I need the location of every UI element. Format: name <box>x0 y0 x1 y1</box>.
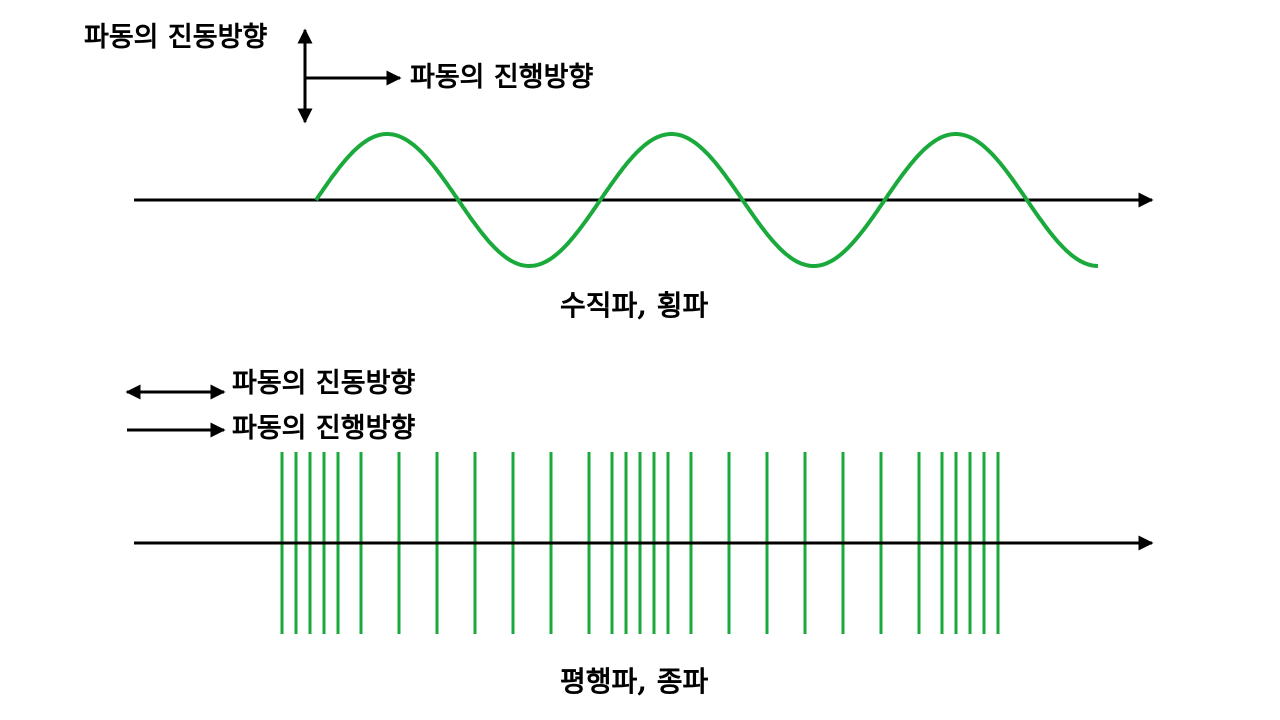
longitudinal-wave-section <box>125 384 1154 634</box>
longitudinal-vibration-label: 파동의 진동방향 <box>232 368 416 399</box>
transverse-wave-curve <box>314 132 1099 269</box>
transverse-propagation-label: 파동의 진행방향 <box>410 62 594 93</box>
longitudinal-propagation-label: 파동의 진행방향 <box>232 413 416 444</box>
longitudinal-caption: 평행파, 종파 <box>560 665 709 698</box>
transverse-vibration-label: 파동의 진동방향 <box>84 22 268 53</box>
transverse-wave-section <box>134 28 1154 269</box>
transverse-caption: 수직파, 횡파 <box>560 289 709 322</box>
